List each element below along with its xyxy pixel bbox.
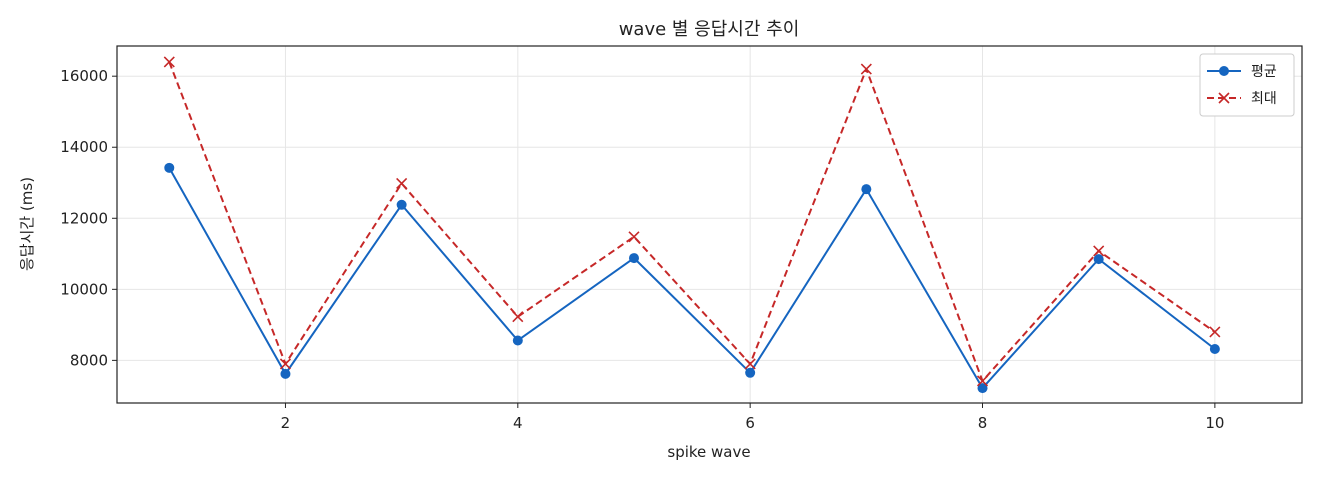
data-point	[164, 162, 175, 173]
data-point	[977, 383, 988, 394]
data-point	[1093, 254, 1104, 265]
x-tick-label: 4	[513, 414, 523, 432]
legend-entry-label: 최대	[1251, 91, 1277, 107]
series-average	[164, 162, 1220, 394]
data-point	[279, 358, 292, 370]
y-tick-label: 12000	[60, 209, 108, 227]
data-point	[1209, 344, 1220, 355]
x-tick-label: 6	[745, 414, 755, 432]
series-line	[168, 61, 1216, 382]
x-tick-label: 8	[978, 414, 988, 432]
data-point	[861, 184, 872, 195]
data-point	[512, 335, 523, 346]
legend-marker	[1218, 92, 1230, 104]
chart-title: wave 별 응답시간 추이	[619, 19, 800, 40]
legend-entry-label: 평균	[1251, 64, 1277, 80]
data-point	[163, 56, 175, 68]
data-point	[976, 375, 989, 387]
x-tick-label: 10	[1205, 414, 1224, 432]
data-point	[628, 231, 640, 243]
legend-marker	[1219, 66, 1229, 76]
x-tick-label: 2	[281, 414, 291, 432]
data-point	[512, 311, 524, 323]
data-point	[628, 253, 639, 264]
data-point	[745, 367, 756, 378]
y-tick-label: 8000	[70, 351, 108, 369]
data-point	[1209, 326, 1221, 338]
x-axis-label: spike wave	[667, 443, 750, 461]
plot-frame	[116, 45, 1303, 404]
data-point	[860, 63, 872, 75]
series-layer	[163, 56, 1221, 394]
y-axis-label: 응답시간 (ms)	[18, 177, 36, 271]
data-point	[280, 368, 291, 379]
data-point	[1093, 245, 1105, 257]
y-axis-ticks: 8000 10000 12000 14000 16000	[60, 67, 117, 369]
y-tick-label: 16000	[60, 67, 108, 85]
grid	[117, 46, 1302, 403]
data-point	[396, 199, 407, 210]
series-maximum	[163, 56, 1221, 387]
legend-box	[1199, 53, 1295, 117]
y-tick-label: 14000	[60, 138, 108, 156]
x-axis-ticks: 2 4 6 8 10	[281, 403, 1224, 432]
data-point	[744, 358, 756, 370]
data-point	[396, 177, 408, 190]
series-line	[168, 167, 1216, 390]
y-tick-label: 10000	[60, 280, 108, 298]
